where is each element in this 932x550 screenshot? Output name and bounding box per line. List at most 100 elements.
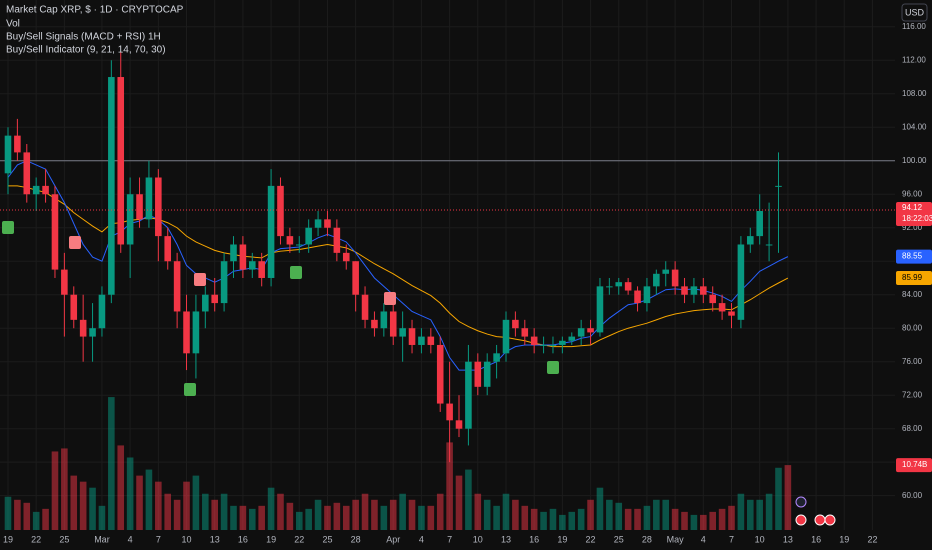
candle-body: [14, 135, 21, 153]
countdown-label: 18:22:03: [902, 214, 932, 223]
volume-bar: [502, 493, 510, 530]
volume-bar: [690, 514, 698, 530]
x-tick-label: 13: [501, 534, 511, 544]
candle-body: [775, 185, 782, 187]
candle-body: [79, 319, 87, 337]
volume-bar: [183, 481, 190, 530]
volume-bar: [775, 467, 782, 530]
volume-bar: [474, 493, 482, 530]
volume-bar: [192, 475, 200, 530]
volume-bar: [389, 499, 397, 530]
currency-button[interactable]: [901, 3, 928, 22]
volume-bar: [202, 493, 209, 530]
volume-bar: [399, 493, 406, 530]
candle-body: [399, 328, 406, 337]
y-tick-label: 76.00: [902, 357, 923, 366]
volume-bar: [89, 487, 96, 530]
volume-bar: [258, 505, 265, 530]
candle-body: [408, 328, 416, 345]
candle-body: [577, 328, 585, 337]
candle-body: [709, 294, 716, 304]
volume-bar: [108, 397, 115, 530]
x-tick-label: 7: [729, 534, 734, 544]
event-icon: [795, 514, 807, 526]
x-tick-label: May: [667, 534, 685, 544]
y-tick-label: 60.00: [902, 491, 923, 500]
signals: [2, 221, 559, 396]
candle-body: [568, 336, 576, 341]
candle-body: [455, 420, 463, 429]
x-tick-label: 16: [529, 534, 539, 544]
volume-bar: [436, 493, 444, 530]
moving-average: [7, 185, 789, 348]
buy-signal: [290, 266, 302, 279]
candle-body: [634, 290, 641, 304]
candle-body: [183, 311, 190, 354]
x-tick-label: 22: [586, 534, 596, 544]
candle-body: [521, 328, 529, 337]
candle-body: [117, 77, 125, 245]
volume-bar: [700, 514, 707, 530]
indicator-label: Vol: [6, 19, 20, 30]
volume-bar: [295, 511, 303, 530]
volume-bar: [342, 505, 350, 530]
ma-price-box: [896, 271, 932, 286]
volume-bar: [23, 502, 31, 530]
volume-bar: [465, 469, 472, 530]
moving-average: [7, 160, 789, 371]
y-tick-label: 80.00: [902, 323, 923, 332]
x-tick-label: 28: [351, 534, 361, 544]
y-tick-label: 96.00: [902, 189, 923, 198]
x-tick-label: 25: [59, 534, 69, 544]
y-tick-label: 100.00: [902, 156, 927, 165]
indicator-label: Buy/Sell Indicator (9, 21, 14, 70, 30): [6, 45, 166, 56]
candle-body: [549, 344, 557, 346]
volume-bar: [352, 499, 359, 530]
candle-body: [155, 177, 162, 237]
candle-body: [596, 286, 604, 333]
volume-bar: [145, 469, 153, 530]
ma-price-label: 85.99: [902, 273, 923, 282]
volume-bar: [530, 508, 538, 530]
candle-body: [559, 340, 566, 345]
volume-bar: [483, 499, 491, 530]
volume-bar: [615, 502, 623, 530]
x-tick-label: 16: [238, 534, 248, 544]
volume-bar: [4, 496, 12, 530]
currency-label[interactable]: USD: [905, 7, 925, 17]
candle-body: [333, 227, 341, 253]
x-tick-label: 19: [3, 534, 13, 544]
x-tick-label: 7: [156, 534, 161, 544]
x-tick-label: 25: [322, 534, 332, 544]
candle-body: [295, 244, 303, 246]
candle-body: [70, 294, 78, 320]
candle-body: [324, 219, 331, 228]
candle-body: [690, 286, 698, 295]
y-tick-label: 112.00: [902, 55, 926, 64]
y-tick-label: 92.00: [902, 223, 923, 232]
candle-body: [624, 282, 632, 291]
candle-body: [371, 319, 378, 329]
x-tick-label: 22: [867, 534, 877, 544]
candle-body: [540, 344, 547, 346]
volume-bar: [371, 499, 378, 530]
buy-signal: [547, 361, 559, 374]
candle-body: [192, 311, 200, 354]
candle-body: [42, 185, 49, 195]
chart-title: Market Cap XRP, $ · 1D · CRYPTOCAP: [6, 5, 184, 16]
volume-bar: [164, 493, 172, 530]
x-tick-label: 4: [419, 534, 424, 544]
candle-body: [126, 194, 134, 245]
event-icon: [795, 496, 807, 508]
candle-body: [108, 77, 115, 295]
volume-bar: [728, 505, 735, 530]
candle-body: [380, 311, 388, 329]
volume-bar: [577, 508, 585, 530]
volume-bar: [286, 502, 294, 530]
time-axis: [0, 530, 932, 550]
volume-bar: [784, 465, 792, 530]
volume-bar: [117, 445, 125, 530]
x-tick-label: Apr: [386, 534, 400, 544]
candle-body: [239, 244, 247, 270]
